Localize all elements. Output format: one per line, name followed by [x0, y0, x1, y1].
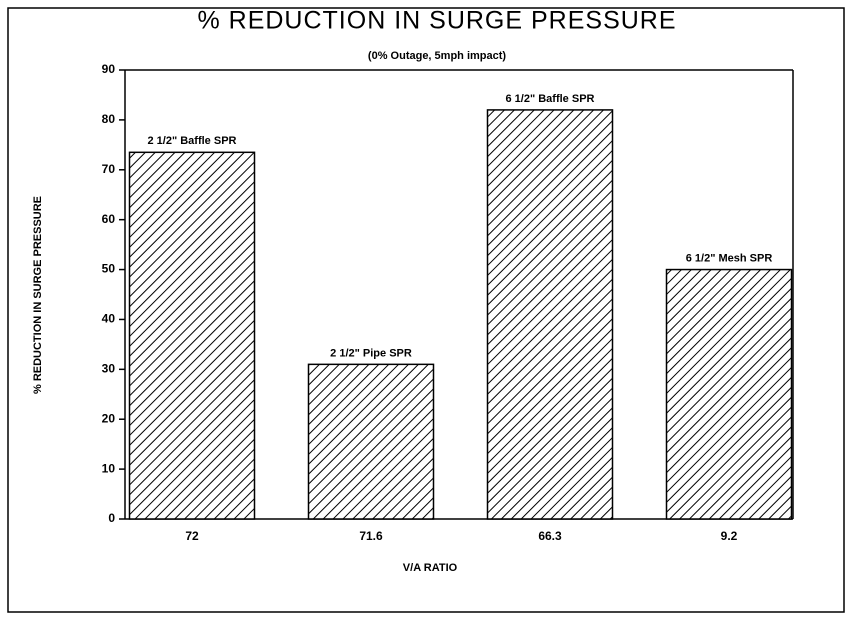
x-axis-label: V/A RATIO [403, 562, 458, 574]
bar-annotation: 2 1/2" Baffle SPR [148, 135, 237, 147]
y-tick-label: 70 [102, 162, 116, 176]
x-tick-label: 72 [185, 529, 199, 543]
y-tick-label: 10 [102, 461, 116, 475]
chart-title: % REDUCTION IN SURGE PRESSURE [197, 7, 676, 35]
bar [665, 268, 793, 520]
y-tick-label: 80 [102, 112, 116, 126]
x-tick-label: 71.6 [359, 529, 383, 543]
bar-annotation: 2 1/2" Pipe SPR [330, 347, 412, 359]
frame [7, 7, 845, 613]
y-tick-label: 0 [108, 511, 115, 525]
y-tick-label: 50 [102, 262, 116, 276]
y-axis-label: % REDUCTION IN SURGE PRESSURE [32, 196, 44, 394]
y-tick-label: 60 [102, 212, 116, 226]
bar [486, 109, 614, 520]
bar [128, 151, 256, 520]
y-tick-label: 90 [102, 62, 116, 76]
x-tick-label: 9.2 [721, 529, 738, 543]
y-tick-label: 40 [102, 312, 116, 326]
y-tick-label: 30 [102, 362, 116, 376]
x-tick-label: 66.3 [538, 529, 562, 543]
chart-subtitle: (0% Outage, 5mph impact) [368, 50, 506, 62]
bar [307, 363, 435, 520]
bar-annotation: 6 1/2" Baffle SPR [506, 93, 595, 105]
bar-annotation: 6 1/2" Mesh SPR [686, 252, 773, 264]
y-tick-label: 20 [102, 411, 116, 425]
